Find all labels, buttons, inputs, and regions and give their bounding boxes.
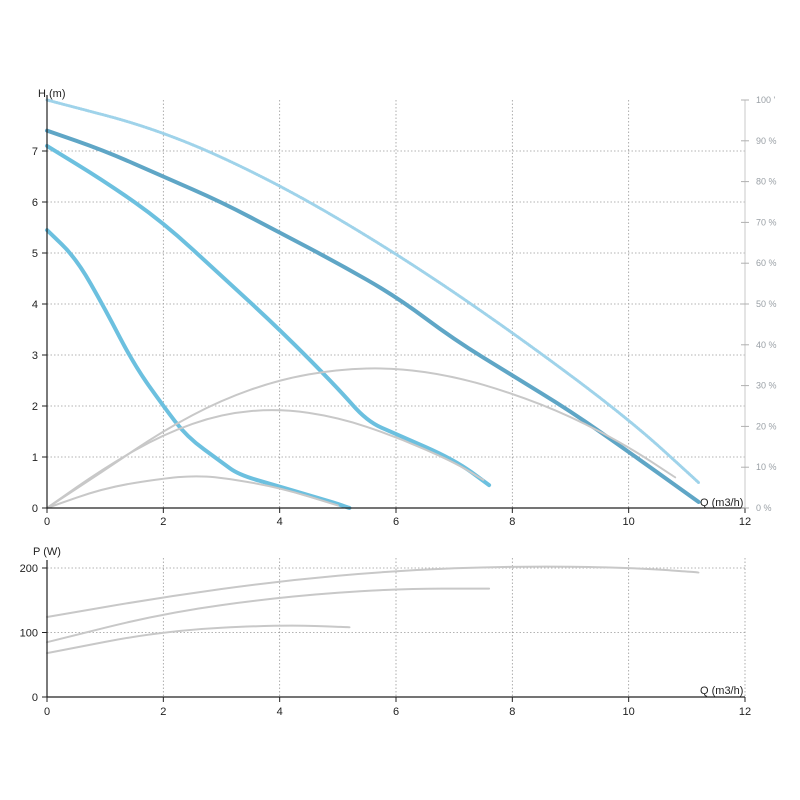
power-x-tick-label: 0 bbox=[44, 706, 50, 718]
power-chart-panel: 0 2 4 6 8 10 12 0 100 200 P (W) Q (m3/h) bbox=[20, 546, 751, 718]
power-x-tick-label: 10 bbox=[623, 706, 635, 718]
max-envelope-curve-6 bbox=[45, 98, 700, 484]
head-y-tick-label: 6 bbox=[32, 197, 38, 209]
head-y-tick-label: 5 bbox=[32, 248, 38, 260]
power-chart-series bbox=[46, 565, 700, 655]
head-chart-series bbox=[45, 98, 701, 511]
power-x-axis-title: Q (m3/h) bbox=[700, 685, 743, 697]
efficiency-tick-label: 50 % bbox=[756, 299, 777, 309]
power-x-tick-label: 12 bbox=[739, 706, 751, 718]
power-y-tick-label: 0 bbox=[32, 692, 38, 704]
power-x-tick-label: 2 bbox=[160, 706, 166, 718]
head-curve-1 bbox=[45, 143, 492, 488]
power-curve-0 bbox=[46, 565, 700, 618]
efficiency-tick-label: 40 % bbox=[756, 340, 777, 350]
efficiency-tick-label: 0 % bbox=[756, 503, 772, 513]
efficiency-tick-label: 60 % bbox=[756, 258, 777, 268]
power-x-tick-label: 8 bbox=[509, 706, 515, 718]
efficiency-tick-label: 70 % bbox=[756, 217, 777, 227]
efficiency-curve-4 bbox=[46, 409, 485, 509]
head-x-axis-title: Q (m3/h) bbox=[700, 497, 743, 509]
power-chart-ticks: 0 2 4 6 8 10 12 0 100 200 bbox=[20, 563, 751, 718]
head-y-axis-title: H (m) bbox=[38, 88, 66, 100]
head-y-tick-label: 2 bbox=[32, 401, 38, 413]
efficiency-tick-label: 100 ' bbox=[756, 95, 776, 105]
head-x-tick-label: 0 bbox=[44, 516, 50, 528]
head-y-tick-label: 7 bbox=[32, 146, 38, 158]
head-curve-2 bbox=[45, 228, 352, 511]
head-x-tick-label: 8 bbox=[509, 516, 515, 528]
efficiency-tick-label: 20 % bbox=[756, 421, 777, 431]
efficiency-tick-label: 90 % bbox=[756, 136, 777, 146]
power-curve-1 bbox=[46, 587, 491, 644]
power-y-tick-label: 100 bbox=[20, 628, 38, 640]
power-curve-2 bbox=[46, 624, 351, 655]
efficiency-tick-label: 10 % bbox=[756, 462, 777, 472]
power-x-tick-label: 6 bbox=[393, 706, 399, 718]
head-y-tick-label: 4 bbox=[32, 299, 38, 311]
head-x-tick-label: 12 bbox=[739, 516, 751, 528]
head-x-tick-label: 2 bbox=[160, 516, 166, 528]
power-y-axis-title: P (W) bbox=[33, 546, 61, 558]
efficiency-curve-5 bbox=[46, 475, 339, 509]
head-x-tick-label: 4 bbox=[277, 516, 283, 528]
efficiency-tick-label: 80 % bbox=[756, 177, 777, 187]
head-y-tick-label: 3 bbox=[32, 350, 38, 362]
head-x-tick-label: 6 bbox=[393, 516, 399, 528]
efficiency-tick-label: 30 % bbox=[756, 381, 777, 391]
head-y-tick-label: 0 bbox=[32, 503, 38, 515]
head-x-tick-label: 10 bbox=[623, 516, 635, 528]
head-y-tick-label: 1 bbox=[32, 452, 38, 464]
power-y-tick-label: 200 bbox=[20, 563, 38, 575]
power-x-tick-label: 4 bbox=[277, 706, 283, 718]
